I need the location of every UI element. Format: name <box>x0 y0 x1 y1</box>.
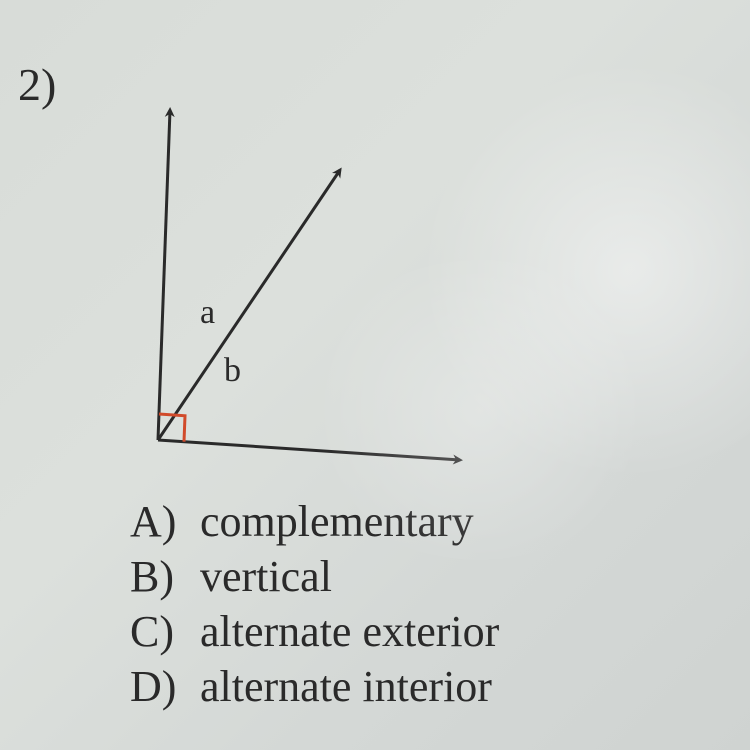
choice-a[interactable]: A) complementary <box>130 494 499 549</box>
choice-text: alternate exterior <box>200 604 499 659</box>
ray-right <box>158 440 460 460</box>
choice-letter: D) <box>130 659 186 714</box>
angle-label-a: a <box>200 294 215 332</box>
ray-up <box>158 110 170 440</box>
choice-text: vertical <box>200 549 332 604</box>
choice-letter: C) <box>130 604 186 659</box>
choice-b[interactable]: B) vertical <box>130 549 499 604</box>
ray-diag <box>158 170 340 440</box>
choice-c[interactable]: C) alternate exterior <box>130 604 499 659</box>
answer-choices: A) complementary B) vertical C) alternat… <box>130 494 499 714</box>
choice-letter: A) <box>130 494 186 549</box>
diagram-svg <box>80 90 540 490</box>
choice-text: complementary <box>200 494 474 549</box>
choice-text: alternate interior <box>200 659 492 714</box>
choice-d[interactable]: D) alternate interior <box>130 659 499 714</box>
choice-letter: B) <box>130 549 186 604</box>
angle-label-b: b <box>224 352 241 390</box>
question-number: 2) <box>18 58 56 111</box>
